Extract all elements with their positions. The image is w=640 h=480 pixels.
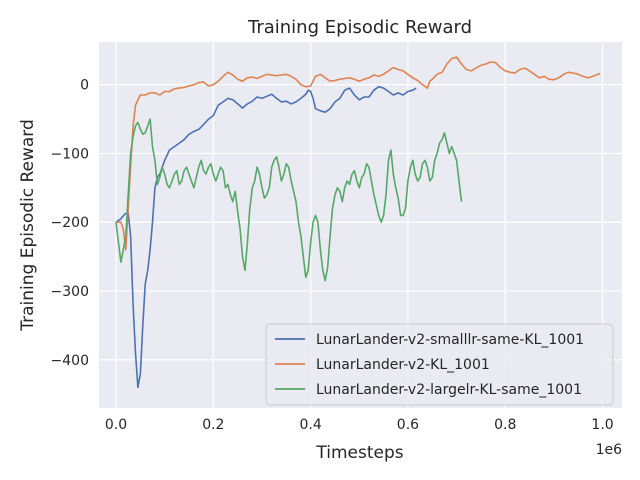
x-tick-label: 1.0 [591, 417, 613, 433]
y-axis-label: Training Episodic Reward [18, 119, 38, 332]
legend-box [265, 323, 614, 406]
series-lines [115, 56, 601, 389]
y-tick-label: −400 [51, 353, 89, 369]
y-tick-label: 0 [80, 78, 89, 94]
y-tick-label: −100 [51, 146, 89, 162]
x-offset-label: 1e6 [596, 442, 623, 458]
chart-title: Training Episodic Reward [247, 17, 472, 38]
legend-label: LunarLander-v2-smalllr-same-KL_1001 [316, 332, 584, 348]
tick-labels: 0.0 0.2 0.4 0.6 0.8 1.0 0 −100 −200 −300 −400 [51, 78, 614, 433]
series-line-2 [116, 56, 601, 251]
legend-label: LunarLander-v2-largelr-KL-same_1001 [316, 382, 582, 398]
y-tick-label: −200 [51, 215, 89, 231]
x-tick-label: 0.2 [202, 417, 224, 433]
x-tick-label: 0.0 [105, 417, 127, 433]
x-tick-label: 0.6 [397, 417, 419, 433]
series-line-1 [115, 85, 417, 389]
x-tick-label: 0.8 [494, 417, 516, 433]
y-tick-label: −300 [51, 284, 89, 300]
x-tick-label: 0.4 [299, 417, 321, 433]
x-axis-label: Timesteps [315, 443, 403, 463]
legend-label: LunarLander-v2-KL_1001 [316, 357, 490, 373]
series-line-3 [115, 118, 463, 282]
legend: LunarLander-v2-smalllr-same-KL_1001 Lunar… [265, 323, 614, 406]
